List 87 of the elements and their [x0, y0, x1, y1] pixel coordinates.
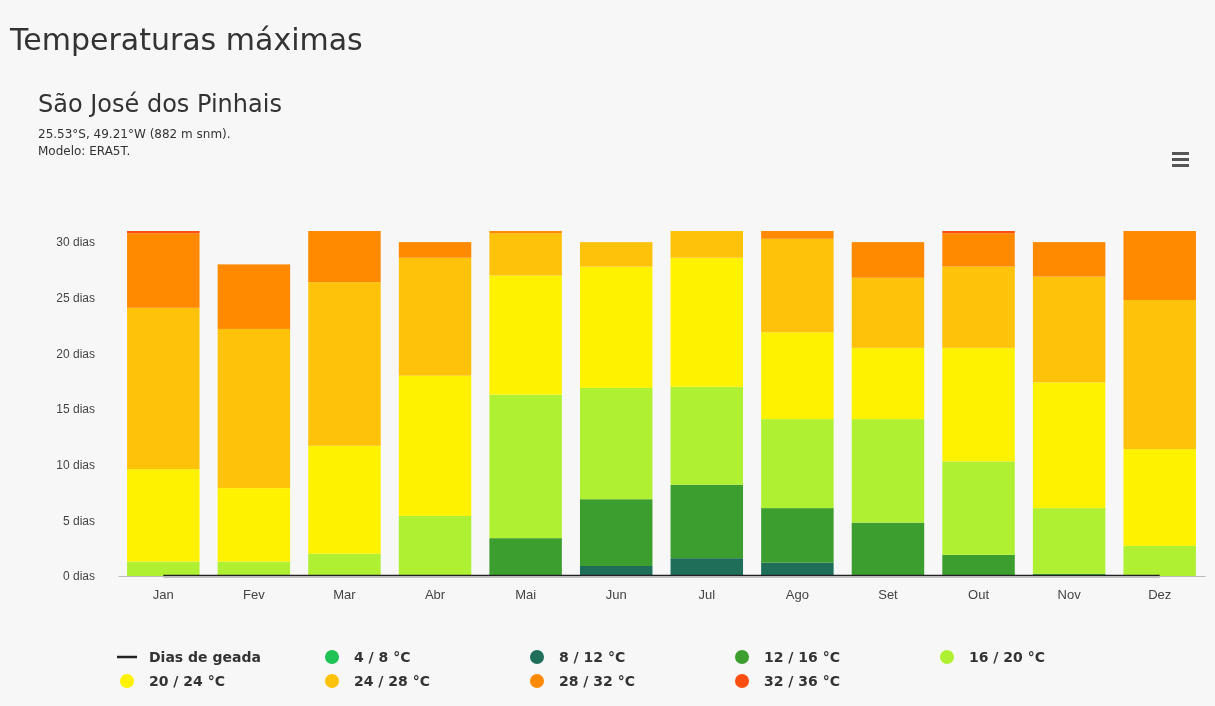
y-tick-label: 20 dias: [56, 346, 95, 361]
bar: [761, 562, 834, 576]
bar: [761, 231, 834, 239]
bar: [761, 508, 834, 563]
y-tick-label: 10 dias: [56, 458, 95, 473]
x-tick-label: Jul: [698, 587, 716, 603]
bar: [851, 242, 925, 278]
bar: [398, 375, 472, 516]
bar: [670, 484, 744, 559]
bar: [308, 445, 381, 554]
bar: [761, 332, 834, 420]
bar: [217, 328, 291, 489]
x-tick-label: Jun: [605, 587, 627, 603]
bar: [1123, 449, 1196, 546]
bar: [1123, 545, 1196, 576]
bar: [1032, 382, 1106, 509]
text: 25.53°S, 49.21°W (882 m snm).: [38, 127, 231, 141]
bar: [670, 231, 744, 258]
bar: [1123, 231, 1196, 300]
legend-label: 12 / 16 °C: [764, 649, 840, 665]
bar: [670, 257, 744, 387]
bar: [398, 515, 472, 576]
x-tick-label: Out: [968, 587, 990, 603]
bar: [489, 275, 562, 395]
x-tick-label: Abr: [424, 587, 446, 603]
bar: [308, 231, 381, 283]
bar: [398, 242, 472, 258]
bar: [217, 488, 291, 562]
bar: [1032, 508, 1106, 574]
y-tick-label: 0 dias: [62, 569, 95, 584]
legend-label: 16 / 20 °C: [969, 649, 1045, 665]
bar: [217, 264, 291, 329]
bar: [1032, 276, 1106, 383]
x-tick-label: Dez: [1148, 587, 1172, 603]
bar: [489, 233, 562, 276]
bar: [670, 558, 744, 576]
x-tick-label: Jan: [152, 587, 174, 603]
bar: [670, 386, 744, 485]
bar: [579, 387, 653, 500]
legend-label: 28 / 32 °C: [559, 673, 635, 689]
x-tick-label: Mar: [333, 587, 357, 603]
bar: [761, 419, 834, 509]
bar: [127, 561, 200, 576]
bar: [942, 461, 1015, 555]
bar: [851, 347, 925, 420]
bar: [127, 307, 200, 470]
bar: [942, 233, 1015, 267]
legend-label: 8 / 12 °C: [559, 649, 626, 665]
bar: [942, 266, 1015, 348]
y-tick-label: 5 dias: [62, 513, 95, 528]
legend-label: 20 / 24 °C: [149, 673, 225, 689]
legend-label: Dias de geada: [149, 649, 261, 665]
legend-label: 24 / 28 °C: [354, 673, 430, 689]
y-tick-label: 30 dias: [56, 235, 95, 250]
x-tick-label: Nov: [1057, 587, 1082, 603]
text: Modelo: ERA5T.: [38, 144, 131, 158]
x-tick-label: Ago: [785, 587, 809, 603]
bar: [851, 522, 925, 576]
x-tick-label: Set: [878, 587, 899, 603]
bar: [1032, 242, 1106, 277]
bar: [579, 499, 653, 566]
bar: [308, 282, 381, 446]
legend-label: 32 / 36 °C: [764, 673, 840, 689]
x-tick-label: Mai: [515, 587, 537, 603]
y-tick-label: 25 dias: [56, 291, 95, 306]
bar: [489, 394, 562, 539]
chart-subtitle: São José dos Pinhais: [38, 90, 282, 118]
bar: [127, 231, 200, 234]
bar: [942, 231, 1015, 234]
x-tick-label: Fev: [243, 587, 266, 603]
bar: [127, 469, 200, 562]
bar: [851, 419, 925, 523]
bar: [579, 266, 653, 388]
chart-title: Temperaturas máximas: [9, 22, 363, 57]
bar: [489, 538, 562, 576]
bar: [489, 231, 562, 234]
bar: [1123, 300, 1196, 450]
bar: [942, 554, 1015, 576]
bar: [761, 238, 834, 333]
y-tick-label: 15 dias: [56, 402, 95, 417]
bar: [942, 347, 1015, 462]
bar: [579, 242, 653, 267]
bar: [398, 257, 472, 376]
bar: [851, 277, 925, 348]
bar: [127, 233, 200, 308]
legend-label: 4 / 8 °C: [354, 649, 411, 665]
bar: [308, 553, 381, 576]
